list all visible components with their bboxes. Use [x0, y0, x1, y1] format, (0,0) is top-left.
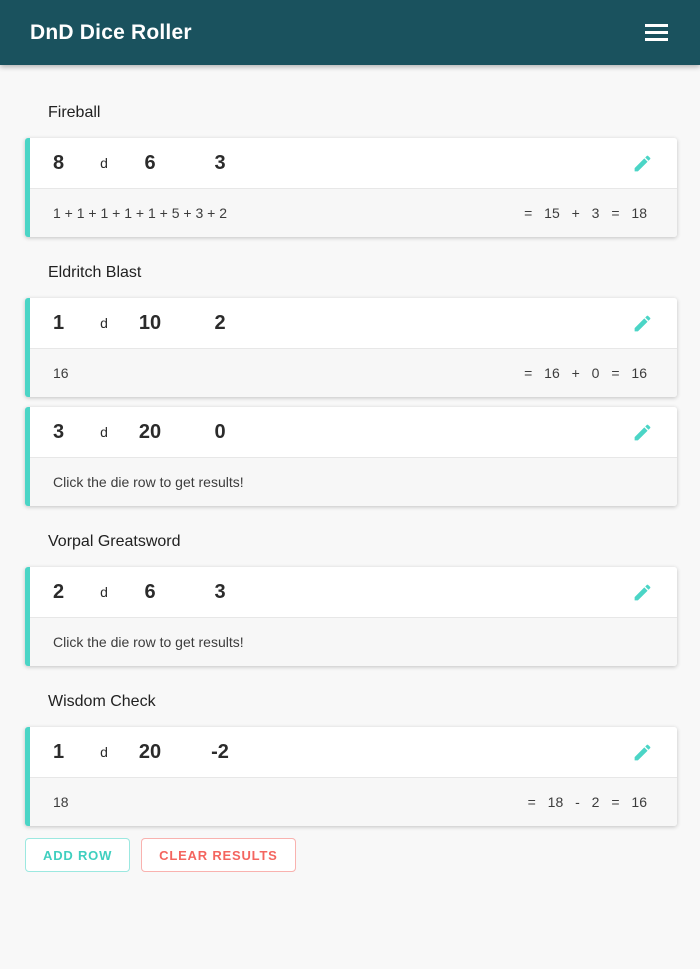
main-content: Fireball 8 d 6 3 1 + 1 + 1 + 1 + 1 + 5 +…: [0, 65, 700, 872]
die-row[interactable]: 3 d 20 0: [30, 407, 677, 457]
result-sum: = 15 + 3 = 18: [524, 205, 647, 221]
result-sum: = 18 - 2 = 16: [527, 794, 647, 810]
edit-pencil-icon[interactable]: [630, 580, 654, 604]
die-d-label: d: [100, 744, 108, 760]
result-text: 1 + 1 + 1 + 1 + 1 + 5 + 3 + 2: [53, 205, 227, 221]
die-card: 3 d 20 0 Click the die row to get result…: [25, 407, 677, 506]
die-count: 8: [53, 151, 65, 174]
hamburger-menu-icon[interactable]: [636, 13, 676, 53]
clear-results-button[interactable]: CLEAR RESULTS: [141, 838, 296, 872]
die-size: 6: [144, 580, 156, 603]
edit-pencil-icon[interactable]: [630, 740, 654, 764]
die-modifier: 2: [214, 311, 226, 334]
die-d-label: d: [100, 155, 108, 171]
edit-pencil-icon[interactable]: [630, 151, 654, 175]
result-row: 16 = 16 + 0 = 16: [30, 348, 677, 397]
result-row: Click the die row to get results!: [30, 457, 677, 506]
die-card: 1 d 10 2 16 = 16 + 0 = 16: [25, 298, 677, 397]
die-card: 1 d 20 -2 18 = 18 - 2 = 16: [25, 727, 677, 826]
die-modifier: 0: [214, 420, 226, 443]
group-rows: 1 d 10 2 16 = 16 + 0 = 16 3 d 20 0: [25, 298, 677, 506]
app-header: DnD Dice Roller: [0, 0, 700, 65]
result-row: Click the die row to get results!: [30, 617, 677, 666]
result-sum: = 16 + 0 = 16: [524, 365, 647, 381]
dice-group: Wisdom Check 1 d 20 -2 18 = 18 - 2 = 16: [25, 691, 677, 826]
page-title: DnD Dice Roller: [30, 20, 192, 44]
die-row[interactable]: 8 d 6 3: [30, 138, 677, 188]
die-d-label: d: [100, 424, 108, 440]
edit-pencil-icon[interactable]: [630, 311, 654, 335]
footer-actions: ADD ROW CLEAR RESULTS: [25, 838, 677, 872]
die-count: 1: [53, 311, 65, 334]
edit-pencil-icon[interactable]: [630, 420, 654, 444]
group-label: Fireball: [48, 104, 101, 121]
die-d-label: d: [100, 584, 108, 600]
result-text: Click the die row to get results!: [53, 474, 244, 490]
dice-group: Eldritch Blast 1 d 10 2 16 = 16 + 0 = 16…: [25, 262, 677, 506]
group-label: Eldritch Blast: [48, 264, 142, 281]
die-card: 2 d 6 3 Click the die row to get results…: [25, 567, 677, 666]
result-text: Click the die row to get results!: [53, 634, 244, 650]
die-size: 20: [138, 740, 162, 763]
dice-group: Fireball 8 d 6 3 1 + 1 + 1 + 1 + 1 + 5 +…: [25, 102, 677, 237]
result-text: 18: [53, 794, 69, 810]
die-card: 8 d 6 3 1 + 1 + 1 + 1 + 1 + 5 + 3 + 2 = …: [25, 138, 677, 237]
group-rows: 1 d 20 -2 18 = 18 - 2 = 16: [25, 727, 677, 826]
die-row[interactable]: 2 d 6 3: [30, 567, 677, 617]
group-label: Wisdom Check: [48, 693, 156, 710]
die-row[interactable]: 1 d 10 2: [30, 298, 677, 348]
die-count: 3: [53, 420, 65, 443]
result-row: 18 = 18 - 2 = 16: [30, 777, 677, 826]
die-row[interactable]: 1 d 20 -2: [30, 727, 677, 777]
group-rows: 8 d 6 3 1 + 1 + 1 + 1 + 1 + 5 + 3 + 2 = …: [25, 138, 677, 237]
die-d-label: d: [100, 315, 108, 331]
die-modifier: -2: [211, 740, 229, 763]
groups: Fireball 8 d 6 3 1 + 1 + 1 + 1 + 1 + 5 +…: [25, 102, 677, 826]
die-size: 6: [144, 151, 156, 174]
die-count: 2: [53, 580, 65, 603]
die-size: 20: [138, 420, 162, 443]
group-rows: 2 d 6 3 Click the die row to get results…: [25, 567, 677, 666]
result-row: 1 + 1 + 1 + 1 + 1 + 5 + 3 + 2 = 15 + 3 =…: [30, 188, 677, 237]
die-count: 1: [53, 740, 65, 763]
die-modifier: 3: [214, 151, 226, 174]
dice-group: Vorpal Greatsword 2 d 6 3 Click the die …: [25, 531, 677, 666]
result-text: 16: [53, 365, 69, 381]
add-row-button[interactable]: ADD ROW: [25, 838, 131, 872]
group-label: Vorpal Greatsword: [48, 533, 181, 550]
die-modifier: 3: [214, 580, 226, 603]
die-size: 10: [138, 311, 162, 334]
